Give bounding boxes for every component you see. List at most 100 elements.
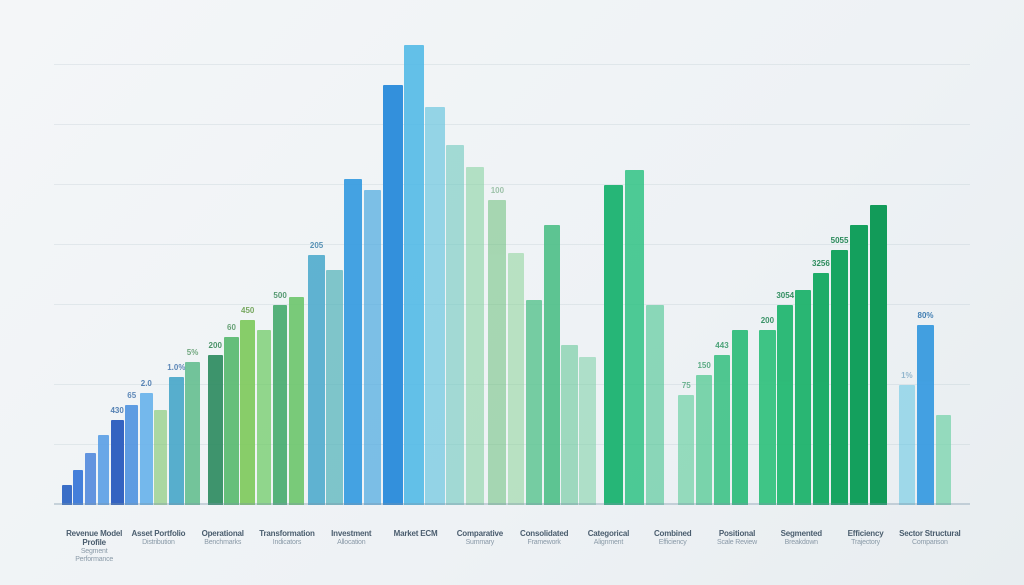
bar-data-label: 60 — [227, 323, 236, 332]
bar-data-label: 3256 — [812, 259, 830, 268]
bar: 60 — [224, 337, 239, 505]
bar — [425, 107, 444, 505]
x-category-line1: Segmented — [769, 529, 833, 538]
bar-data-label: 200 — [209, 341, 222, 350]
bar: 450 — [240, 320, 255, 505]
bar: 200 — [208, 355, 223, 505]
bar — [62, 485, 72, 505]
bar-data-label: 1.0% — [167, 363, 185, 372]
bar: 430 — [111, 420, 124, 505]
bar — [544, 225, 560, 505]
bar-data-label: 65 — [127, 391, 136, 400]
x-category-line2: Alignment — [576, 539, 640, 547]
x-category: InvestmentAllocation — [319, 529, 383, 547]
x-category: Sector StructuralComparison — [898, 529, 962, 547]
x-category-line2: Allocation — [319, 539, 383, 547]
bar — [404, 45, 423, 505]
bar — [383, 85, 402, 505]
bar: 443 — [714, 355, 730, 505]
x-category: EfficiencyTrajectory — [833, 529, 897, 547]
bars-layer: 430652.01.0%5%20060450500205100751504432… — [62, 0, 962, 505]
x-category: SegmentedBreakdown — [769, 529, 833, 547]
bar — [526, 300, 542, 505]
bar-data-label: 450 — [241, 306, 254, 315]
x-axis: Revenue Model ProfileSegment Performance… — [62, 521, 962, 585]
bar — [364, 190, 382, 505]
x-category-line1: Efficiency — [833, 529, 897, 538]
bar: 200 — [759, 330, 775, 505]
x-category-line2: Scale Review — [705, 539, 769, 547]
bar: 3054 — [777, 305, 793, 505]
bar — [466, 167, 484, 505]
x-category-line2: Segment Performance — [62, 548, 126, 564]
bar — [870, 205, 888, 505]
bar-data-label: 3054 — [776, 291, 794, 300]
x-category-line1: Consolidated — [512, 529, 576, 538]
bar — [561, 345, 577, 505]
x-category-line1: Operational — [191, 529, 255, 538]
x-category-line2: Benchmarks — [191, 539, 255, 547]
bar — [446, 145, 464, 505]
bar — [646, 305, 664, 505]
x-category-line2: Distribution — [126, 539, 190, 547]
bar: 2.0 — [140, 393, 153, 505]
bar: 5055 — [831, 250, 849, 505]
bar — [732, 330, 748, 505]
bar — [73, 470, 83, 505]
plot-area: 430652.01.0%5%20060450500205100751504432… — [62, 0, 962, 505]
x-category-line1: Sector Structural — [898, 529, 962, 538]
bar-data-label: 5% — [187, 348, 199, 357]
bar-data-label: 200 — [761, 316, 774, 325]
x-category: Asset PortfolioDistribution — [126, 529, 190, 547]
x-category: Market ECM — [383, 529, 447, 538]
bar: 1.0% — [169, 377, 184, 505]
bar — [604, 185, 623, 505]
bar: 5% — [185, 362, 200, 505]
x-category-line1: Transformation — [255, 529, 319, 538]
bar — [936, 415, 951, 505]
x-category-line2: Trajectory — [833, 539, 897, 547]
x-category-line2: Indicators — [255, 539, 319, 547]
x-category-line1: Revenue Model Profile — [62, 529, 126, 547]
bar: 100 — [488, 200, 506, 505]
bar — [579, 357, 595, 505]
bar-data-label: 5055 — [831, 236, 849, 245]
bar: 3256 — [813, 273, 829, 505]
bar — [257, 330, 272, 505]
x-category: TransformationIndicators — [255, 529, 319, 547]
bar-data-label: 75 — [682, 381, 691, 390]
bar — [344, 179, 362, 505]
bar-data-label: 205 — [310, 241, 323, 250]
bar: 205 — [308, 255, 324, 505]
x-category-line1: Investment — [319, 529, 383, 538]
x-category: CombinedEfficiency — [641, 529, 705, 547]
bar — [98, 435, 109, 505]
bar-chart: 030544002082062%10808% 700202680%0006706… — [0, 0, 1024, 585]
x-category: OperationalBenchmarks — [191, 529, 255, 547]
x-category: ConsolidatedFramework — [512, 529, 576, 547]
x-category-line1: Asset Portfolio — [126, 529, 190, 538]
bar-data-label: 500 — [273, 291, 286, 300]
x-baseline — [54, 503, 970, 505]
bar — [625, 170, 644, 505]
x-category-line2: Framework — [512, 539, 576, 547]
bar: 65 — [125, 405, 138, 505]
x-category-line2: Efficiency — [641, 539, 705, 547]
x-category: CategoricalAlignment — [576, 529, 640, 547]
x-category-line1: Combined — [641, 529, 705, 538]
bar — [154, 410, 167, 505]
bar-data-label: 430 — [110, 406, 123, 415]
bar-data-label: 80% — [917, 311, 933, 320]
bar-data-label: 1% — [901, 371, 913, 380]
x-category-line2: Comparison — [898, 539, 962, 547]
bar: 150 — [696, 375, 712, 505]
bar-data-label: 150 — [697, 361, 710, 370]
bar: 80% — [917, 325, 935, 505]
bar — [795, 290, 811, 505]
x-category-line2: Breakdown — [769, 539, 833, 547]
bar — [508, 253, 524, 505]
bar-data-label: 2.0 — [141, 379, 152, 388]
bar: 500 — [273, 305, 288, 505]
x-category-line1: Market ECM — [383, 529, 447, 538]
x-category-line1: Categorical — [576, 529, 640, 538]
